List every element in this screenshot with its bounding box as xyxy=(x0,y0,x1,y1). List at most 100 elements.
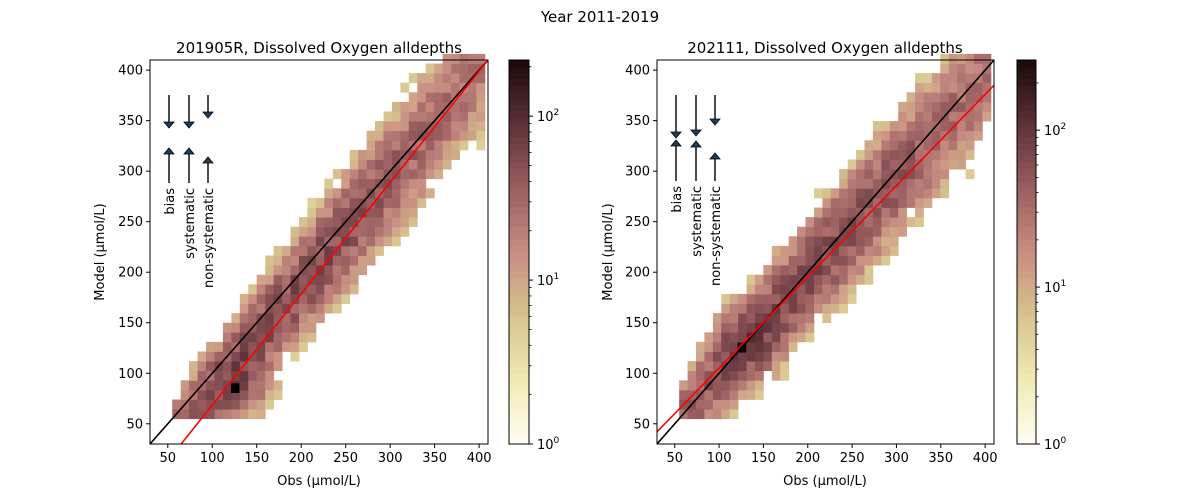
heatmap-cell xyxy=(332,274,342,285)
heatmap-cell xyxy=(206,380,215,391)
heatmap-cell xyxy=(780,284,790,295)
heatmap-cell xyxy=(712,351,722,362)
heatmap-cell xyxy=(299,303,308,314)
colorbar-segment xyxy=(509,316,529,323)
heatmap-cell xyxy=(898,101,907,112)
heatmap-cell xyxy=(265,284,275,295)
heatmap-cell xyxy=(872,140,882,151)
heatmap-cell xyxy=(375,130,384,141)
colorbar-segment xyxy=(509,290,529,298)
heatmap-cell xyxy=(189,361,198,372)
heatmap-cell xyxy=(957,149,966,160)
heatmap-cell xyxy=(265,293,275,304)
x-tick-label: 150 xyxy=(751,451,776,466)
heatmap-cell xyxy=(248,284,258,295)
heatmap-cell xyxy=(847,284,857,295)
heatmap-cell xyxy=(948,149,958,160)
heatmap-cell xyxy=(332,293,342,304)
heatmap-cell xyxy=(222,389,232,400)
heatmap-cell xyxy=(349,255,359,266)
heatmap-cell xyxy=(282,313,291,324)
heatmap-cell xyxy=(332,265,342,276)
x-tick-label: 250 xyxy=(840,451,865,466)
heatmap-cell xyxy=(864,217,874,228)
heatmap-cell xyxy=(830,293,840,304)
heatmap-cell xyxy=(273,303,283,314)
heatmap-cell xyxy=(738,361,747,372)
heatmap-cell xyxy=(366,236,376,247)
heatmap-cell xyxy=(256,341,266,352)
y-tick-label: 250 xyxy=(625,215,650,230)
heatmap-cell xyxy=(341,197,351,208)
heatmap-cell xyxy=(391,130,401,141)
colorbar-segment xyxy=(509,399,529,407)
heatmap-cell xyxy=(856,265,865,276)
heatmap-cell xyxy=(965,73,975,84)
heatmap-cell xyxy=(738,351,747,362)
heatmap-cell xyxy=(341,265,351,276)
colorbar: 100 101 102 xyxy=(1016,59,1067,453)
heatmap-cell xyxy=(408,111,418,122)
colorbar-segment xyxy=(509,252,529,259)
fit-line xyxy=(180,60,488,444)
heatmap-cell xyxy=(839,197,848,208)
heatmap-cell xyxy=(214,341,224,352)
heatmap-cell xyxy=(231,399,241,410)
heatmap-cell xyxy=(383,207,393,218)
heatmap-cell xyxy=(307,293,317,304)
heatmap-cell xyxy=(366,140,376,151)
heatmap-cell xyxy=(923,169,933,180)
heatmap-cell xyxy=(780,322,790,333)
heatmap-cell xyxy=(889,178,899,189)
colorbar-segment xyxy=(509,309,529,317)
heatmap-cell xyxy=(290,303,300,314)
heatmap-cell xyxy=(332,217,342,228)
heatmap-cell xyxy=(299,332,308,343)
heatmap-cell xyxy=(704,370,714,381)
heatmap-cell xyxy=(906,169,916,180)
heatmap-cell xyxy=(830,217,840,228)
heatmap-cell xyxy=(974,92,983,103)
heatmap-cell xyxy=(341,178,351,189)
heatmap-cell xyxy=(442,111,452,122)
heatmap-cell xyxy=(307,245,317,256)
heatmap-cell xyxy=(358,169,367,180)
heatmap-cell xyxy=(400,82,410,93)
heatmap-cell xyxy=(797,293,806,304)
heatmap-cell xyxy=(957,111,966,122)
y-tick-label: 50 xyxy=(126,417,143,432)
heatmap-cell xyxy=(442,130,452,141)
heatmap-cell xyxy=(906,130,916,141)
heatmap-cell xyxy=(771,351,781,362)
heatmap-cell xyxy=(721,322,731,333)
heatmap-cell xyxy=(982,101,992,112)
heatmap-cell xyxy=(451,63,460,74)
colorbar-segment xyxy=(1017,156,1036,163)
heatmap-cell xyxy=(391,236,401,247)
heatmap-cell xyxy=(349,169,359,180)
heatmap-cell xyxy=(771,274,781,285)
heatmap-cell xyxy=(434,92,444,103)
x-tick-label: 50 xyxy=(666,451,683,466)
heatmap-cell xyxy=(864,265,874,276)
heatmap-cell xyxy=(332,188,342,199)
colorbar-segment xyxy=(1017,335,1036,343)
heatmap-cell xyxy=(915,92,924,103)
heatmap-cell xyxy=(755,351,764,362)
heatmap-cell xyxy=(468,82,477,93)
heatmap-cell xyxy=(256,274,266,285)
heatmap-cell xyxy=(712,399,722,410)
colorbar-segment xyxy=(1017,136,1036,144)
heatmap-cell xyxy=(839,293,848,304)
heatmap-cell xyxy=(864,245,874,256)
heatmap-cell xyxy=(948,53,958,64)
heatmap-cell xyxy=(451,53,460,64)
arrow-down-head xyxy=(670,131,682,139)
heatmap-cell xyxy=(889,245,899,256)
heatmap-cell xyxy=(222,332,232,343)
heatmap-cell xyxy=(256,284,266,295)
colorbar-segment xyxy=(509,264,529,272)
heatmap-cell xyxy=(332,197,342,208)
heatmap-cell xyxy=(349,265,359,276)
heatmap-cell xyxy=(974,121,983,132)
